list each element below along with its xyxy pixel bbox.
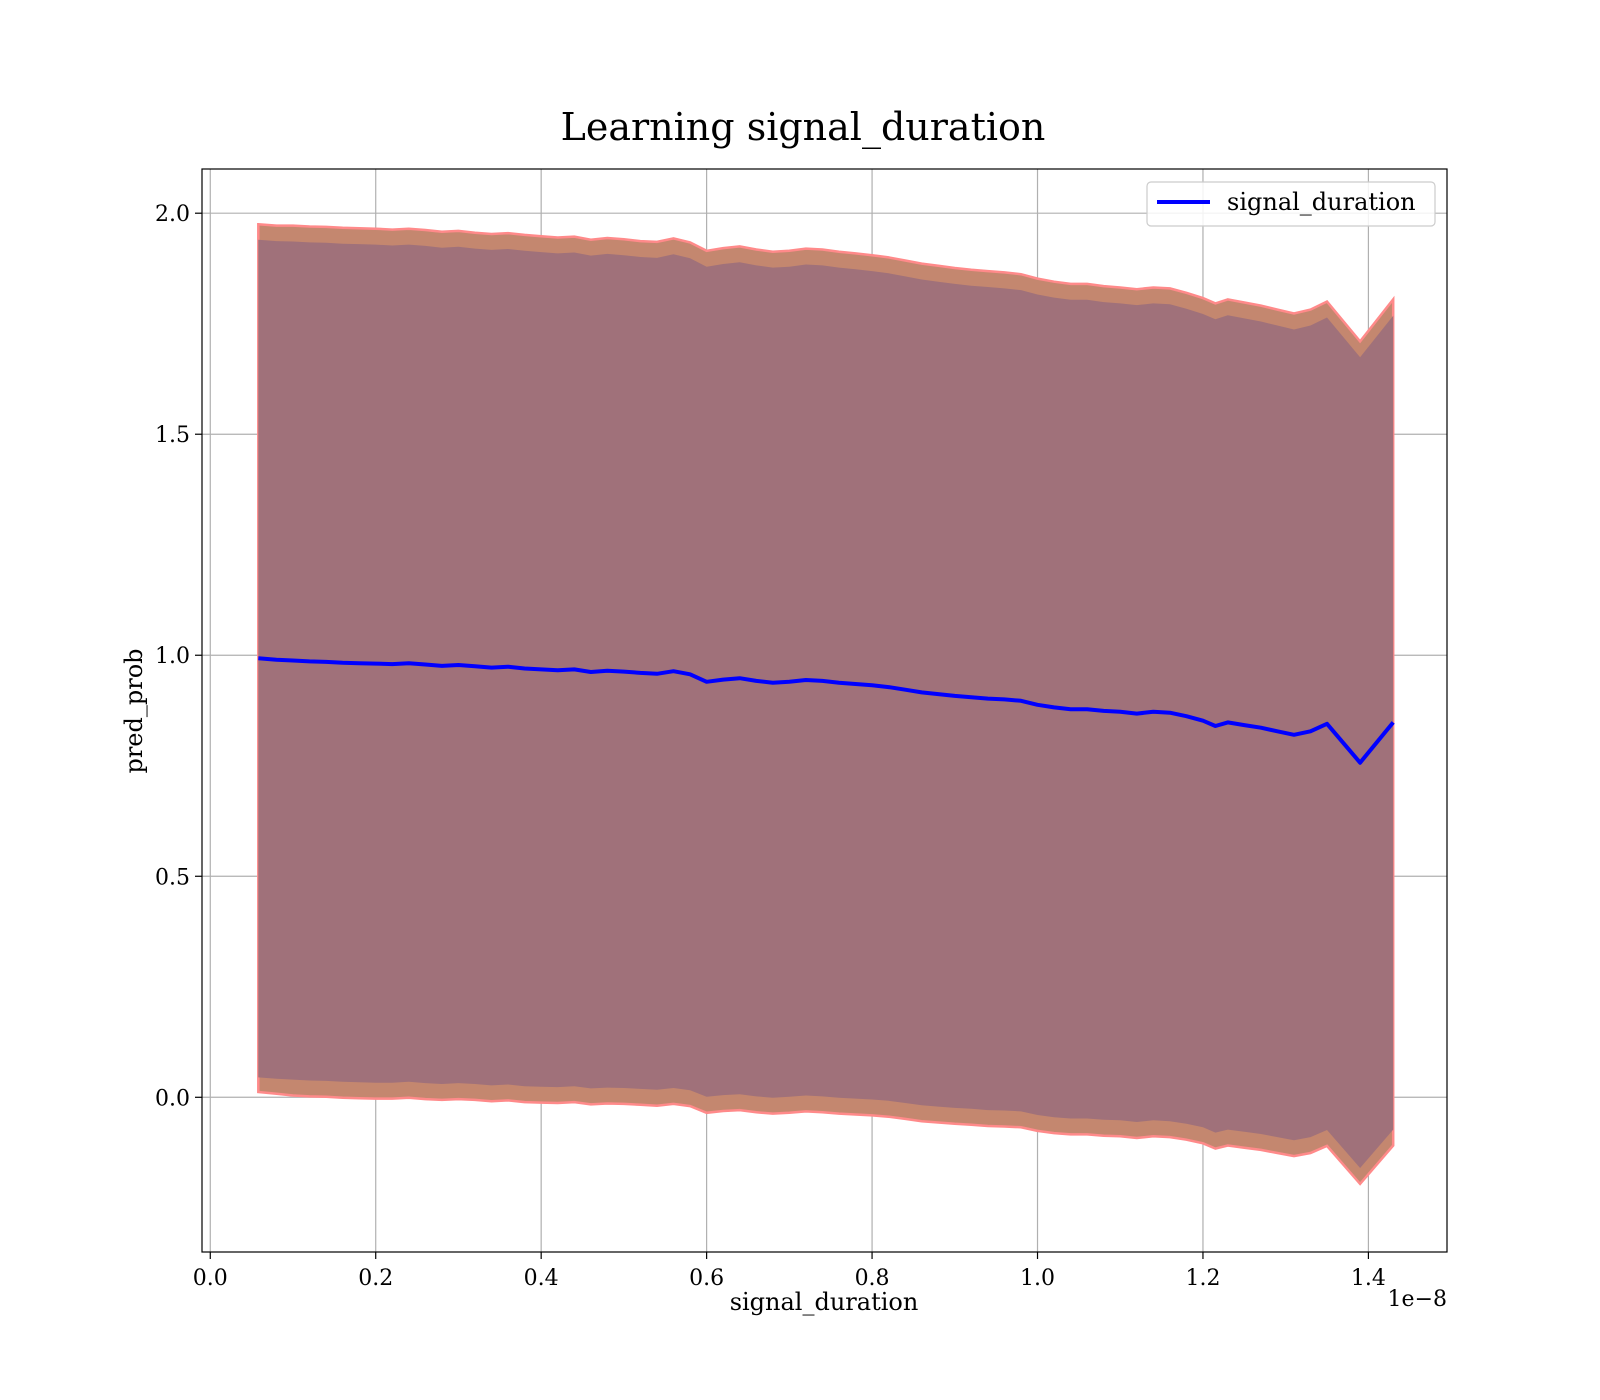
x-tick-label-3: 0.6	[689, 1266, 724, 1291]
uncertainty-bands	[257, 222, 1395, 1186]
x-axis-ticks: 0.0 0.2 0.4 0.6 0.8 1.0 1.2 1.4	[193, 1252, 1386, 1291]
y-tick-label-1: 0.5	[155, 865, 190, 890]
y-tick-label-4: 2.0	[155, 202, 190, 227]
legend: signal_duration	[1146, 181, 1436, 227]
chart-title: Learning signal_duration	[561, 105, 1046, 150]
legend-label: signal_duration	[1227, 188, 1416, 216]
plot-frame	[201, 168, 1448, 1253]
y-tick-label-2: 1.0	[155, 644, 190, 669]
y-tick-label-0: 0.0	[155, 1086, 190, 1111]
x-axis-offset-text: 1e−8	[1388, 1287, 1447, 1312]
x-tick-label-0: 0.0	[193, 1266, 228, 1291]
x-axis-label: signal_duration	[730, 1288, 919, 1316]
y-axis-ticks: 0.0 0.5 1.0 1.5 2.0	[155, 202, 202, 1111]
x-tick-label-7: 1.4	[1351, 1266, 1386, 1291]
x-tick-label-6: 1.2	[1185, 1266, 1220, 1291]
x-tick-label-1: 0.2	[358, 1266, 393, 1291]
y-tick-label-3: 1.5	[155, 423, 190, 448]
legend-box	[1146, 181, 1436, 227]
series-layer	[258, 656, 1395, 765]
series-line-signal-duration	[258, 656, 1395, 765]
x-tick-label-5: 1.0	[1020, 1266, 1055, 1291]
y-axis-label: pred_prob	[120, 648, 148, 773]
inner-band	[258, 239, 1394, 1168]
x-tick-label-4: 0.8	[855, 1266, 890, 1291]
x-tick-label-2: 0.4	[524, 1266, 559, 1291]
